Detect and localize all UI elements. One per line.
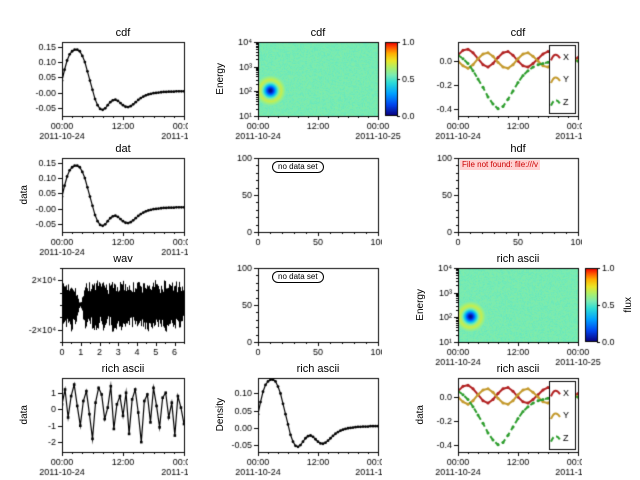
plot-richascii-vector: rich ascii data: [412, 362, 582, 480]
plot-hdf-error: hdf File not found: file:///v: [412, 142, 582, 262]
plot-empty-bottom: no data set: [212, 252, 382, 372]
cdf-vector-canvas[interactable]: [412, 26, 582, 146]
y-axis-label: Energy: [215, 63, 226, 95]
y-axis-label: [413, 42, 428, 116]
plot-title: cdf: [310, 27, 326, 39]
plot-dat-line: dat data: [16, 142, 188, 262]
plot-cdf-spectrogram: cdf Energy: [212, 26, 438, 146]
plot-richascii-spectrogram: rich ascii Energy flux: [412, 252, 638, 372]
y-axis-label: [213, 268, 228, 342]
plot-title: dat: [115, 143, 131, 155]
cdf-spectrogram-canvas[interactable]: [212, 26, 438, 146]
plot-cdf-vector: cdf: [412, 26, 582, 146]
colorbar-label: flux: [622, 297, 634, 313]
plot-title: rich ascii: [296, 363, 340, 375]
plot-title: rich ascii: [101, 363, 145, 375]
plot-empty-top: no data set: [212, 142, 382, 262]
plot-richascii-series: rich ascii data: [16, 362, 188, 480]
richascii-series-canvas[interactable]: [16, 362, 188, 480]
plot-title: cdf: [510, 27, 526, 39]
empty-plot-canvas[interactable]: [212, 252, 382, 372]
plot-cdf-line: cdf: [16, 26, 188, 146]
no-data-message: no data set: [272, 271, 324, 283]
y-axis-label: [17, 42, 32, 116]
y-axis-label: [213, 158, 228, 232]
richascii-density-canvas[interactable]: [212, 362, 382, 480]
y-axis-label: data: [19, 185, 30, 205]
error-message: File not found: file:///v: [460, 160, 541, 170]
plot-title: hdf: [510, 143, 526, 155]
no-data-message: no data set: [272, 161, 324, 173]
plot-title: wav: [113, 253, 133, 265]
richascii-vector-canvas[interactable]: [412, 362, 582, 480]
y-axis-label: [413, 158, 428, 232]
plot-wav-waveform: wav: [16, 252, 188, 372]
plot-richascii-density: rich ascii Density: [212, 362, 382, 480]
y-axis-label: data: [19, 405, 30, 425]
plot-title: rich ascii: [496, 363, 540, 375]
empty-plot-canvas[interactable]: [212, 142, 382, 262]
y-axis-label: [17, 268, 32, 342]
wav-waveform-canvas[interactable]: [16, 252, 188, 372]
y-axis-label: Density: [215, 398, 226, 432]
plot-title: cdf: [115, 27, 131, 39]
dat-line-canvas[interactable]: [16, 142, 188, 262]
y-axis-label: data: [415, 405, 426, 425]
y-axis-label: Energy: [415, 289, 426, 321]
richascii-spectrogram-canvas[interactable]: [412, 252, 638, 372]
cdf-line-canvas[interactable]: [16, 26, 188, 146]
plot-title: rich ascii: [496, 253, 540, 265]
